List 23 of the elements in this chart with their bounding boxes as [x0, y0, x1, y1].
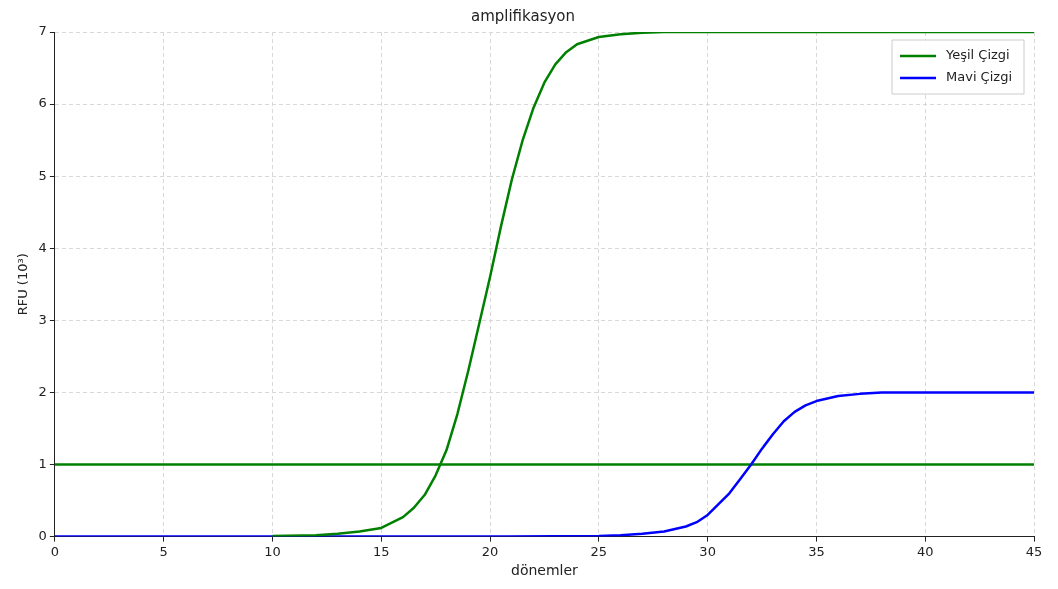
y-tick-label: 2: [38, 383, 47, 399]
x-tick-label: 10: [264, 543, 281, 559]
x-tick-label: 0: [50, 543, 60, 559]
y-tick-label: 5: [38, 167, 47, 183]
x-tick-label: 35: [808, 543, 825, 559]
y-tick-label: 0: [38, 527, 47, 543]
x-axis-title: dönemler: [511, 562, 579, 579]
y-tick-label: 1: [38, 455, 47, 471]
legend-label: Yeşil Çizgi: [945, 47, 1010, 63]
y-tick-label: 4: [38, 239, 47, 255]
x-tick-label: 45: [1025, 543, 1043, 559]
legend-label: Mavi Çizgi: [946, 69, 1012, 85]
x-tick-label: 25: [590, 543, 608, 559]
y-tick-label: 6: [38, 95, 47, 111]
x-tick-label: 40: [916, 543, 934, 559]
x-tick-label: 30: [699, 543, 716, 559]
chart-title: amplifikasyon: [470, 6, 576, 25]
x-tick-label: 5: [159, 543, 168, 559]
x-tick-label: 20: [481, 543, 499, 559]
y-tick-label: 7: [38, 23, 47, 39]
y-axis-title: RFU (10³): [15, 253, 31, 316]
x-tick-label: 15: [372, 543, 390, 559]
y-tick-label: 3: [38, 311, 47, 327]
